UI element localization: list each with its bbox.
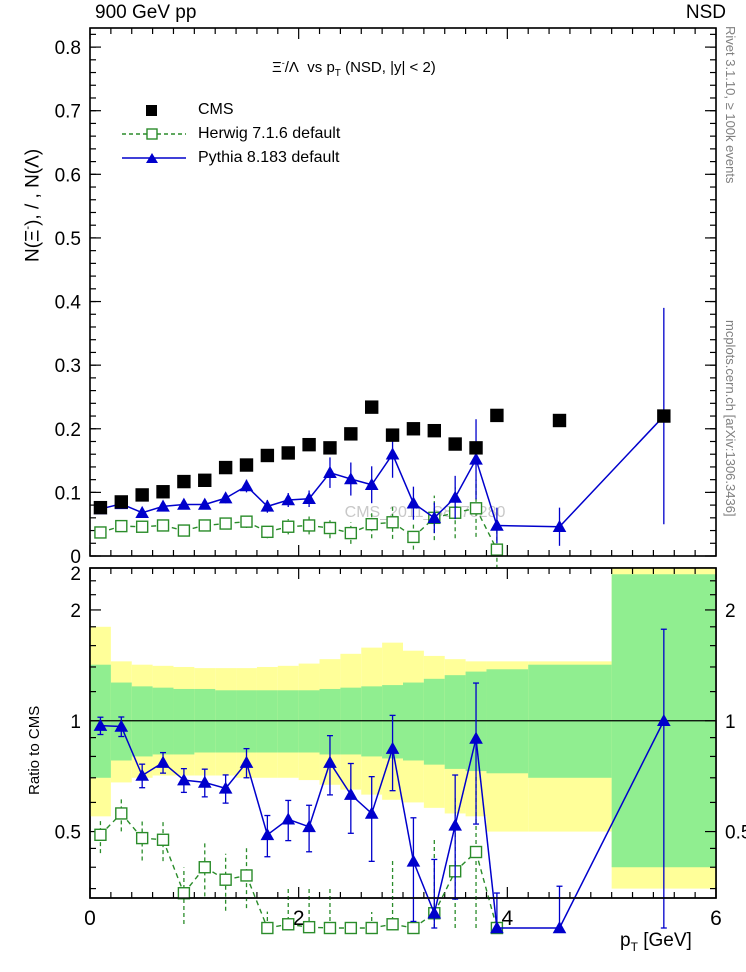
title-xi: Ξ: [272, 59, 282, 76]
legend-entry-cms[interactable]: CMS: [120, 98, 340, 122]
x-tick-label: 4: [501, 907, 513, 930]
x-label-p: p: [620, 930, 631, 951]
watermark-label: CMS_2011_S8978280: [345, 504, 506, 521]
main-y-tick-label: 0.3: [55, 356, 81, 377]
ratio-y-tick-label-right: 2: [725, 601, 736, 622]
main-y-tick-label: 0.7: [55, 102, 81, 123]
legend-label-herwig: Herwig 7.1.6 default: [198, 125, 341, 142]
legend-marker-pythia: [122, 153, 186, 163]
title-xi-sup: -: [281, 58, 285, 68]
title-p: p: [326, 59, 335, 76]
ratio-y-tick-label: 0.5: [55, 823, 81, 844]
series-pythia-main: [93, 307, 671, 546]
x-tick-label: 2: [293, 907, 305, 930]
title-vs: vs: [307, 59, 323, 76]
x-axis-label: pT [GeV]: [620, 930, 692, 954]
x-tick-label: 6: [710, 907, 722, 930]
legend-entry-pythia[interactable]: Pythia 8.183 default: [120, 146, 340, 170]
series-herwig-ratio: [94, 776, 504, 935]
legend-label-pythia: Pythia 8.183 default: [198, 149, 340, 166]
header-right-label: NSD: [685, 2, 726, 23]
main-y-tick-label: 0.2: [55, 420, 81, 441]
title-rest: (NSD, |y| < 2): [345, 59, 436, 76]
main-y-tick-label: 0: [70, 547, 81, 568]
legend-marker-herwig: [122, 128, 186, 140]
ratio-y-tick-label-right: 1: [725, 712, 736, 733]
ratio-y-tick-label: 1: [70, 712, 81, 733]
main-y-tick-label: 0.6: [55, 165, 81, 186]
plot-title: Ξ-/Λ vs pT (NSD, |y| < 2): [272, 58, 436, 79]
title-over-lambda: /Λ: [284, 59, 299, 76]
ratio-y-tick-label-top: 2: [70, 564, 81, 585]
main-y-tick-label: 0.8: [55, 38, 81, 59]
legend-label-cms: CMS: [198, 101, 234, 118]
legend-marker-cms: [146, 105, 157, 116]
ratio-y-tick-label: 2: [70, 601, 81, 622]
header-left-label: 900 GeV pp: [95, 2, 197, 23]
x-label-unit: [GeV]: [643, 930, 692, 951]
legend: CMS Herwig 7.1.6 default Pythia 8.183 de…: [120, 98, 340, 170]
legend-entry-herwig[interactable]: Herwig 7.1.6 default: [120, 122, 340, 146]
x-tick-label: 0: [84, 907, 96, 930]
series-cms-main: [93, 400, 671, 515]
title-p-sub: T: [334, 68, 341, 79]
ratio-frame-overlay: [89, 567, 717, 899]
ratio-y-tick-label-right: 0.5: [725, 823, 746, 844]
main-y-tick-label: 0.4: [55, 293, 82, 314]
main-y-tick-label: 0.1: [55, 483, 81, 504]
main-y-tick-label: 0.5: [55, 229, 81, 250]
main-frame-top: [89, 27, 717, 557]
x-label-sub: T: [630, 939, 638, 954]
